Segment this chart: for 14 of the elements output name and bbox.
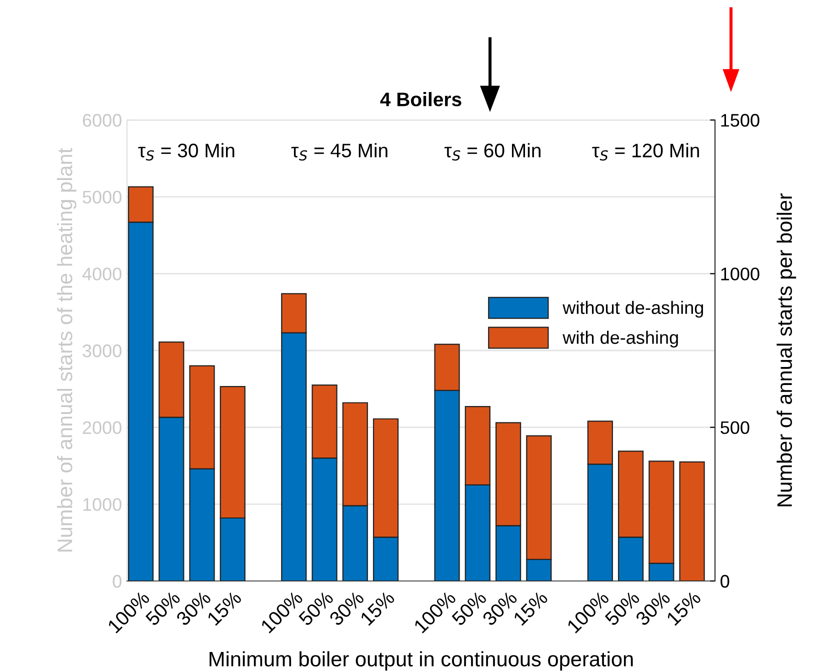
legend-label: without de-ashing — [562, 300, 704, 318]
y2-axis-title: Number of annual starts per boiler — [776, 193, 796, 506]
annotation: τ$_{S}$ = 30 Min — [138, 143, 234, 161]
annotation: τ$_{S}$ = 120 Min — [592, 143, 699, 161]
y2-tick-label: 500 — [720, 421, 750, 434]
bar — [679, 461, 705, 581]
legend-label: with de-ashing — [562, 330, 678, 348]
chart-title: 4 Boilers — [380, 92, 462, 106]
y2-tick-label: 1500 — [721, 114, 760, 127]
y2-tick-label: 1000 — [721, 268, 760, 280]
annotation: τ$_{S}$ = 45 Min — [291, 143, 388, 161]
y2-tick-label: 0 — [720, 574, 730, 588]
x-axis-title: Minimum boiler output in continuous operation — [210, 651, 633, 671]
annotation: τ$_{S}$ = 60 Min — [444, 143, 540, 161]
